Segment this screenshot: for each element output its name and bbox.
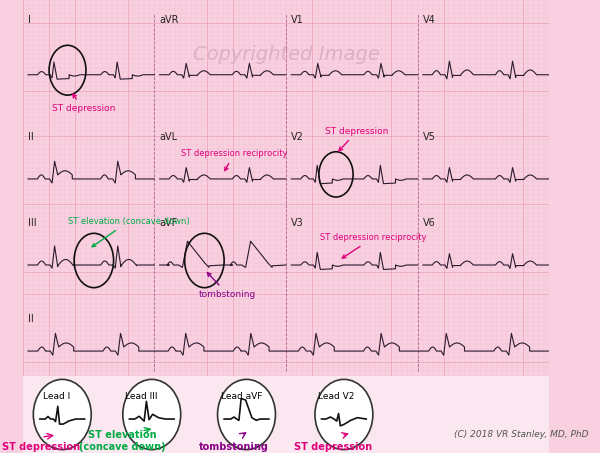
- Text: V4: V4: [423, 14, 436, 24]
- Text: Lead aVF: Lead aVF: [221, 392, 262, 401]
- Text: Lead III: Lead III: [125, 392, 157, 401]
- Text: aVF: aVF: [160, 218, 178, 228]
- Text: II: II: [28, 132, 34, 142]
- Text: Lead V2: Lead V2: [318, 392, 354, 401]
- Text: ST elevation (concave down): ST elevation (concave down): [68, 217, 189, 247]
- Text: I: I: [28, 14, 31, 24]
- Text: Lead I: Lead I: [43, 392, 71, 401]
- Text: ST depression: ST depression: [295, 442, 373, 452]
- Text: V3: V3: [291, 218, 304, 228]
- Text: V2: V2: [291, 132, 304, 142]
- Text: II: II: [28, 313, 34, 323]
- Text: ST elevation
(concave down): ST elevation (concave down): [79, 430, 166, 452]
- Ellipse shape: [315, 379, 373, 449]
- Text: ST depression: ST depression: [2, 442, 80, 452]
- Text: V5: V5: [423, 132, 436, 142]
- Text: ST depression reciprocity: ST depression reciprocity: [320, 233, 427, 258]
- Text: tombstoning: tombstoning: [199, 273, 256, 299]
- Text: ST depression: ST depression: [325, 127, 389, 151]
- Text: tombstoning: tombstoning: [199, 442, 268, 452]
- Text: aVR: aVR: [160, 14, 179, 24]
- Ellipse shape: [218, 379, 275, 449]
- Text: ST depression reciprocity: ST depression reciprocity: [181, 149, 287, 171]
- Text: (C) 2018 VR Stanley, MD, PhD: (C) 2018 VR Stanley, MD, PhD: [454, 430, 589, 439]
- Text: ST depression: ST depression: [52, 94, 115, 113]
- Ellipse shape: [123, 379, 181, 449]
- FancyBboxPatch shape: [23, 376, 549, 453]
- FancyBboxPatch shape: [23, 376, 549, 453]
- Text: aVL: aVL: [160, 132, 178, 142]
- Text: Copyrighted Image: Copyrighted Image: [193, 45, 379, 64]
- Text: V6: V6: [423, 218, 436, 228]
- Text: III: III: [28, 218, 37, 228]
- Ellipse shape: [34, 379, 91, 449]
- Text: V1: V1: [291, 14, 304, 24]
